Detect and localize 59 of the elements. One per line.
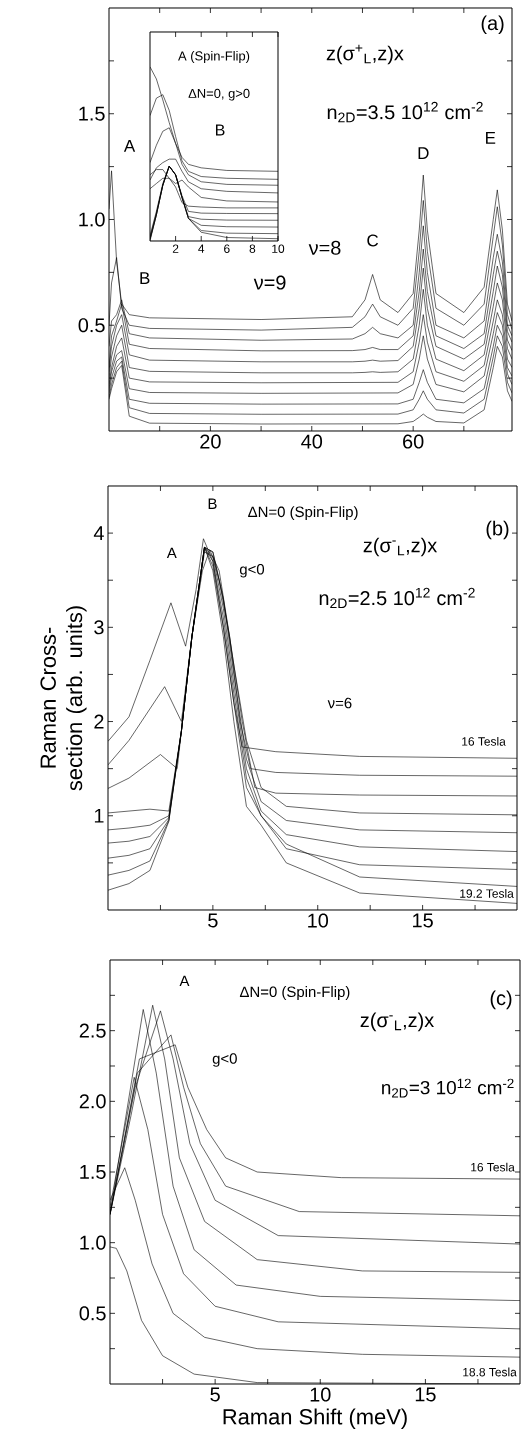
- y-tick-label: 2.0: [79, 1094, 106, 1109]
- annotation: A (Spin-Flip): [178, 51, 250, 64]
- x-tick-label: 60: [403, 434, 424, 449]
- annotation: C: [367, 234, 379, 247]
- y-tick-label: 1.0: [80, 1235, 106, 1250]
- y-tick-label: 2: [94, 714, 104, 729]
- x-tick-label: 6: [224, 244, 230, 253]
- annotation: (c): [490, 990, 512, 1010]
- x-tick-label: 40: [301, 434, 323, 449]
- y-tick-label: 1: [94, 808, 104, 823]
- annotation: B: [216, 124, 225, 136]
- x-tick-label: 4: [198, 244, 205, 253]
- x-tick-label: 15: [415, 1387, 436, 1402]
- y-tick-label: 0.5: [79, 1306, 106, 1321]
- x-tick-label: 20: [200, 434, 221, 449]
- annotation: A: [166, 547, 177, 559]
- annotation: ν=6: [327, 697, 352, 709]
- y-tick-label: 4: [93, 526, 104, 540]
- annotation: (b): [486, 520, 509, 540]
- x-tick-label: 5: [210, 1387, 220, 1402]
- annotation: g<0: [239, 564, 265, 578]
- y-tick-label: 1.5: [79, 106, 105, 121]
- annotation: 16 Tesla: [462, 736, 506, 746]
- y-tick-label: 3: [94, 620, 104, 635]
- y-tick-label: 0.5: [78, 318, 105, 333]
- annotation: A: [179, 975, 190, 987]
- x-tick-label: 10: [310, 1387, 331, 1402]
- annotation: n$_{2D}$=3 10$^{12}$ cm$^{-2}$: [382, 1078, 514, 1098]
- x-tick-label: 10: [272, 244, 285, 253]
- annotation: ν=9: [253, 275, 286, 290]
- x-tick-label: 5: [208, 913, 218, 928]
- annotation: 16 Tesla: [471, 1162, 515, 1172]
- annotation: 19.2 Tesla: [460, 889, 514, 898]
- annotation: E: [486, 132, 496, 144]
- annotation: n$_{2D}$=2.5 10$^{12}$ cm$^{-2}$: [319, 587, 475, 609]
- x-tick-label: 8: [249, 244, 256, 253]
- y-tick-label: 2.5: [79, 1023, 106, 1038]
- x-axis-title: Raman Shift (meV): [223, 1408, 407, 1429]
- annotation: n$_{2D}$=3.5 10$^{12}$ cm$^{-2}$: [327, 101, 483, 123]
- annotation: z(σ$^{+}$$_{L}$,z)x: [326, 44, 404, 65]
- x-tick-label: 2: [172, 244, 179, 253]
- annotation: (a): [481, 15, 504, 35]
- y-axis-title: Raman Cross-section (arb. units): [40, 606, 87, 791]
- annotation: 18.8 Tesla: [463, 1367, 517, 1377]
- annotation: B: [140, 272, 150, 284]
- annotation: ΔN=0 (Spin-Flip): [248, 506, 358, 521]
- annotation: z(σ$^{-}$$_{L}$,z)x: [360, 1012, 434, 1032]
- annotation: B: [208, 498, 217, 509]
- y-tick-label: 1.5: [80, 1165, 106, 1179]
- x-tick-label: 10: [308, 913, 329, 928]
- annotation: ΔN=0, g>0: [188, 88, 250, 101]
- x-tick-label: 15: [413, 913, 433, 928]
- annotation: A: [123, 140, 136, 152]
- annotation: g<0: [212, 1053, 237, 1067]
- annotation: D: [418, 147, 429, 159]
- annotation: ν=8: [308, 240, 341, 255]
- annotation: z(σ$^{-}$$_{L}$,z)x: [363, 537, 438, 557]
- y-tick-label: 1.0: [79, 212, 105, 227]
- annotation: ΔN=0 (Spin-Flip): [239, 986, 350, 1001]
